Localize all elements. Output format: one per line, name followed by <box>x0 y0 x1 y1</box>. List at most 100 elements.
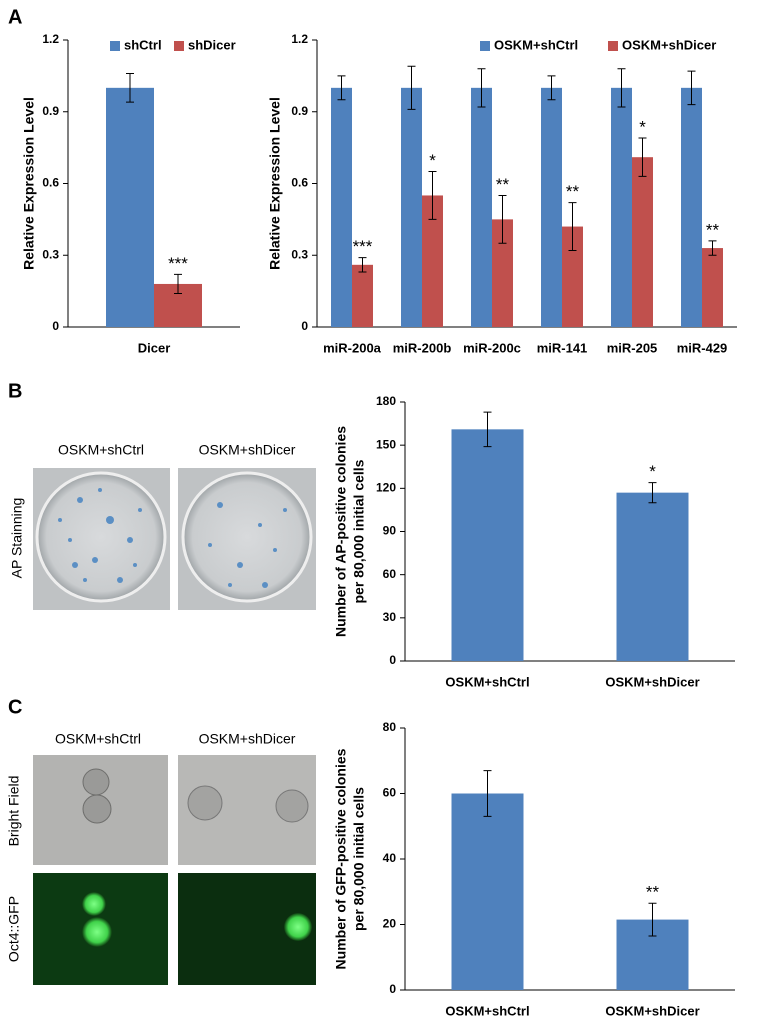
y-tick-label: 0.3 <box>291 247 308 261</box>
legend-label: OSKM+shDicer <box>622 37 716 52</box>
x-tick-label: OSKM+shDicer <box>605 674 699 689</box>
error-bar <box>547 75 556 101</box>
bar <box>451 793 524 990</box>
bar <box>331 87 352 327</box>
y-tick-label: 180 <box>376 394 396 408</box>
y-tick-label: 1.2 <box>291 32 308 46</box>
x-tick-label: miR-429 <box>677 340 728 355</box>
y-tick-label: 0.3 <box>42 247 59 261</box>
bar <box>401 87 422 327</box>
image-row-label: Oct4::GFP <box>6 896 22 962</box>
bar <box>106 87 154 327</box>
bar <box>451 429 524 661</box>
photo <box>178 873 316 985</box>
error-bar <box>337 75 346 101</box>
legend-swatch <box>110 41 120 51</box>
significance-label: *** <box>353 237 373 256</box>
bar <box>471 87 492 327</box>
significance-label: ** <box>566 182 580 201</box>
error-bar <box>708 240 717 256</box>
error-bar <box>648 902 657 937</box>
x-tick-label: OSKM+shCtrl <box>445 674 529 689</box>
image-column-label: OSKM+shDicer <box>199 731 296 747</box>
legend-label: OSKM+shCtrl <box>494 37 578 52</box>
y-tick-label: 0 <box>52 319 59 333</box>
image-column-label: OSKM+shCtrl <box>58 442 144 458</box>
error-bar <box>428 171 437 220</box>
x-tick-label: miR-200a <box>323 340 382 355</box>
bar <box>422 195 443 327</box>
bar <box>541 87 562 327</box>
significance-label: * <box>429 151 436 170</box>
photo <box>33 873 168 985</box>
y-tick-label: 80 <box>383 720 397 734</box>
significance-label: *** <box>168 254 188 273</box>
y-axis-label: per 80,000 initial cells <box>351 459 367 603</box>
error-bar <box>126 72 134 103</box>
significance-label: * <box>639 118 646 137</box>
legend-label: shCtrl <box>124 37 162 52</box>
error-bar <box>407 65 416 110</box>
error-bar <box>687 70 696 106</box>
y-tick-label: 20 <box>383 917 397 931</box>
y-tick-label: 0.6 <box>42 176 59 190</box>
y-tick-label: 30 <box>383 610 397 624</box>
significance-label: ** <box>706 220 720 239</box>
x-tick-label: miR-200b <box>393 340 452 355</box>
y-axis-label: Number of AP-positive colonies <box>333 426 349 637</box>
y-tick-label: 0.9 <box>291 104 308 118</box>
legend-swatch <box>608 41 618 51</box>
error-bar <box>358 257 367 273</box>
error-bar <box>568 202 577 251</box>
x-tick-label: Dicer <box>138 340 171 355</box>
y-tick-label: 150 <box>376 437 396 451</box>
bar <box>702 248 723 327</box>
x-tick-label: miR-205 <box>607 340 658 355</box>
x-tick-label: miR-141 <box>537 340 588 355</box>
error-bar <box>477 68 486 108</box>
error-bar <box>498 194 507 244</box>
y-axis-label: Number of GFP-positive colonies <box>333 748 349 969</box>
bar <box>616 492 689 661</box>
y-axis-label: Relative Expression Level <box>267 97 283 270</box>
legend-swatch <box>480 41 490 51</box>
y-axis-label: Relative Expression Level <box>21 97 37 270</box>
y-tick-label: 60 <box>383 786 397 800</box>
error-bar <box>617 68 626 108</box>
photo <box>33 755 168 865</box>
significance-label: * <box>649 462 656 481</box>
y-tick-label: 90 <box>383 524 397 538</box>
x-tick-label: OSKM+shDicer <box>605 1003 699 1018</box>
y-tick-label: 0 <box>389 653 396 667</box>
x-tick-label: OSKM+shCtrl <box>445 1003 529 1018</box>
error-bar <box>638 137 647 177</box>
bar <box>611 87 632 327</box>
panel-label: A <box>8 6 22 28</box>
bar <box>562 226 583 327</box>
y-tick-label: 40 <box>383 851 397 865</box>
photo <box>33 468 170 610</box>
panel-label: B <box>8 380 22 402</box>
bar <box>492 219 513 327</box>
error-bar <box>174 273 182 295</box>
photo <box>178 755 316 865</box>
y-tick-label: 0.6 <box>291 176 308 190</box>
y-tick-label: 0 <box>389 982 396 996</box>
y-tick-label: 1.2 <box>42 32 59 46</box>
image-row-label: Bright Field <box>6 776 22 847</box>
image-row-label: AP Stainning <box>9 498 25 579</box>
image-column-label: OSKM+shDicer <box>199 442 296 458</box>
bar <box>681 87 702 327</box>
y-axis-label: per 80,000 initial cells <box>351 787 367 931</box>
image-column-label: OSKM+shCtrl <box>55 731 141 747</box>
y-tick-label: 0 <box>301 319 308 333</box>
y-tick-label: 60 <box>383 567 397 581</box>
bar <box>632 157 653 327</box>
y-tick-label: 0.9 <box>42 104 59 118</box>
y-tick-label: 120 <box>376 481 396 495</box>
x-tick-label: miR-200c <box>463 340 521 355</box>
error-bar <box>648 482 657 504</box>
panel-label: C <box>8 696 22 718</box>
error-bar <box>483 770 492 817</box>
